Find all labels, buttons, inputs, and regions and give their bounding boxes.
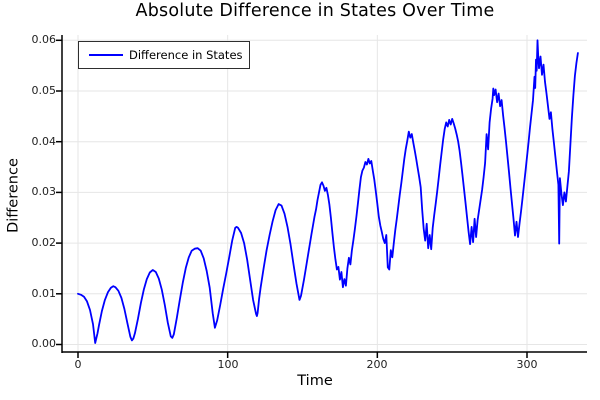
x-axis-label: Time — [297, 373, 333, 389]
y-axis-label: Difference — [5, 158, 22, 233]
x-tick-label: 200 — [366, 358, 388, 371]
y-tick-label: 0.02 — [31, 236, 57, 249]
y-tick-label: 0.00 — [31, 337, 57, 350]
y-tick-label: 0.01 — [31, 287, 57, 300]
y-tick-label: 0.05 — [31, 84, 57, 97]
y-tick-label: 0.03 — [31, 185, 57, 198]
legend-series-line-sample — [89, 54, 123, 56]
y-tick-label: 0.06 — [31, 33, 57, 46]
difference-series-line — [77, 39, 579, 344]
chart-title: Absolute Difference in States Over Time — [135, 1, 495, 21]
x-tick-label: 100 — [217, 358, 239, 371]
x-tick-label: 0 — [74, 358, 82, 371]
legend-box: Difference in States — [78, 41, 250, 69]
x-tick-label: 300 — [516, 358, 538, 371]
y-tick-label: 0.04 — [31, 135, 57, 148]
legend-series-label: Difference in States — [129, 48, 243, 62]
